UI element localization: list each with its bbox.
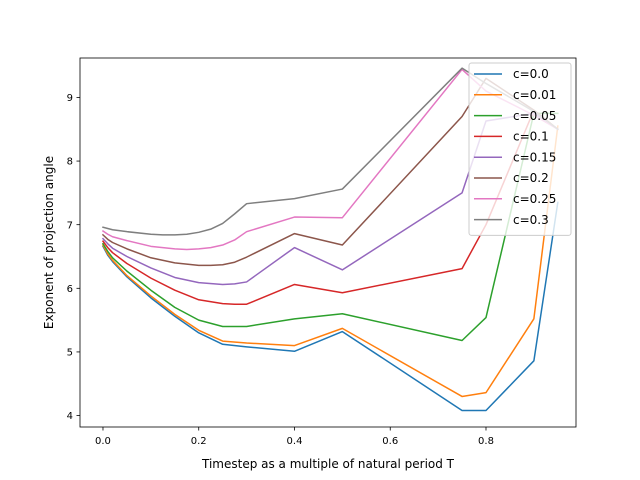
legend-label-6: c=0.25 xyxy=(513,192,556,206)
legend-label-5: c=0.2 xyxy=(513,171,549,185)
axes-frame xyxy=(79,57,577,428)
y-axis-ticks: 4 5 6 7 8 9 xyxy=(67,93,80,422)
legend-box xyxy=(468,62,572,236)
y-tick-label: 9 xyxy=(67,93,73,104)
legend-label-3: c=0.1 xyxy=(513,130,549,144)
series-line-1 xyxy=(101,125,559,398)
legend: c=0.0 c=0.01 c=0.05 c=0.1 c=0.15 c=0.2 c=0.25 c… xyxy=(468,62,572,236)
series-line-6 xyxy=(101,68,559,251)
series-line-0 xyxy=(101,201,559,412)
x-tick-label: 0.6 xyxy=(382,436,398,447)
x-tick-label: 0.4 xyxy=(287,436,303,447)
x-tick-label: 0.8 xyxy=(478,436,494,447)
x-axis-label: Timestep as a multiple of natural period… xyxy=(201,457,455,471)
x-axis-ticks: 0.0 0.2 0.4 0.6 0.8 xyxy=(95,427,494,447)
legend-label-4: c=0.15 xyxy=(513,150,556,164)
series-line-7 xyxy=(102,67,559,236)
y-tick-label: 8 xyxy=(67,157,73,168)
y-tick-label: 4 xyxy=(67,411,73,422)
y-tick-label: 5 xyxy=(67,348,73,359)
x-tick-label: 0.2 xyxy=(191,436,207,447)
legend-label-7: c=0.3 xyxy=(513,213,549,227)
y-tick-label: 6 xyxy=(67,284,73,295)
y-tick-label: 7 xyxy=(67,220,73,231)
series-line-2 xyxy=(101,112,559,342)
series-layer xyxy=(101,67,559,412)
legend-label-1: c=0.01 xyxy=(513,88,556,102)
y-axis-label: Exponent of projection angle xyxy=(42,156,56,329)
legend-label-0: c=0.0 xyxy=(513,67,549,81)
legend-label-2: c=0.05 xyxy=(513,109,556,123)
x-tick-label: 0.0 xyxy=(95,436,111,447)
series-line-3 xyxy=(101,109,559,305)
